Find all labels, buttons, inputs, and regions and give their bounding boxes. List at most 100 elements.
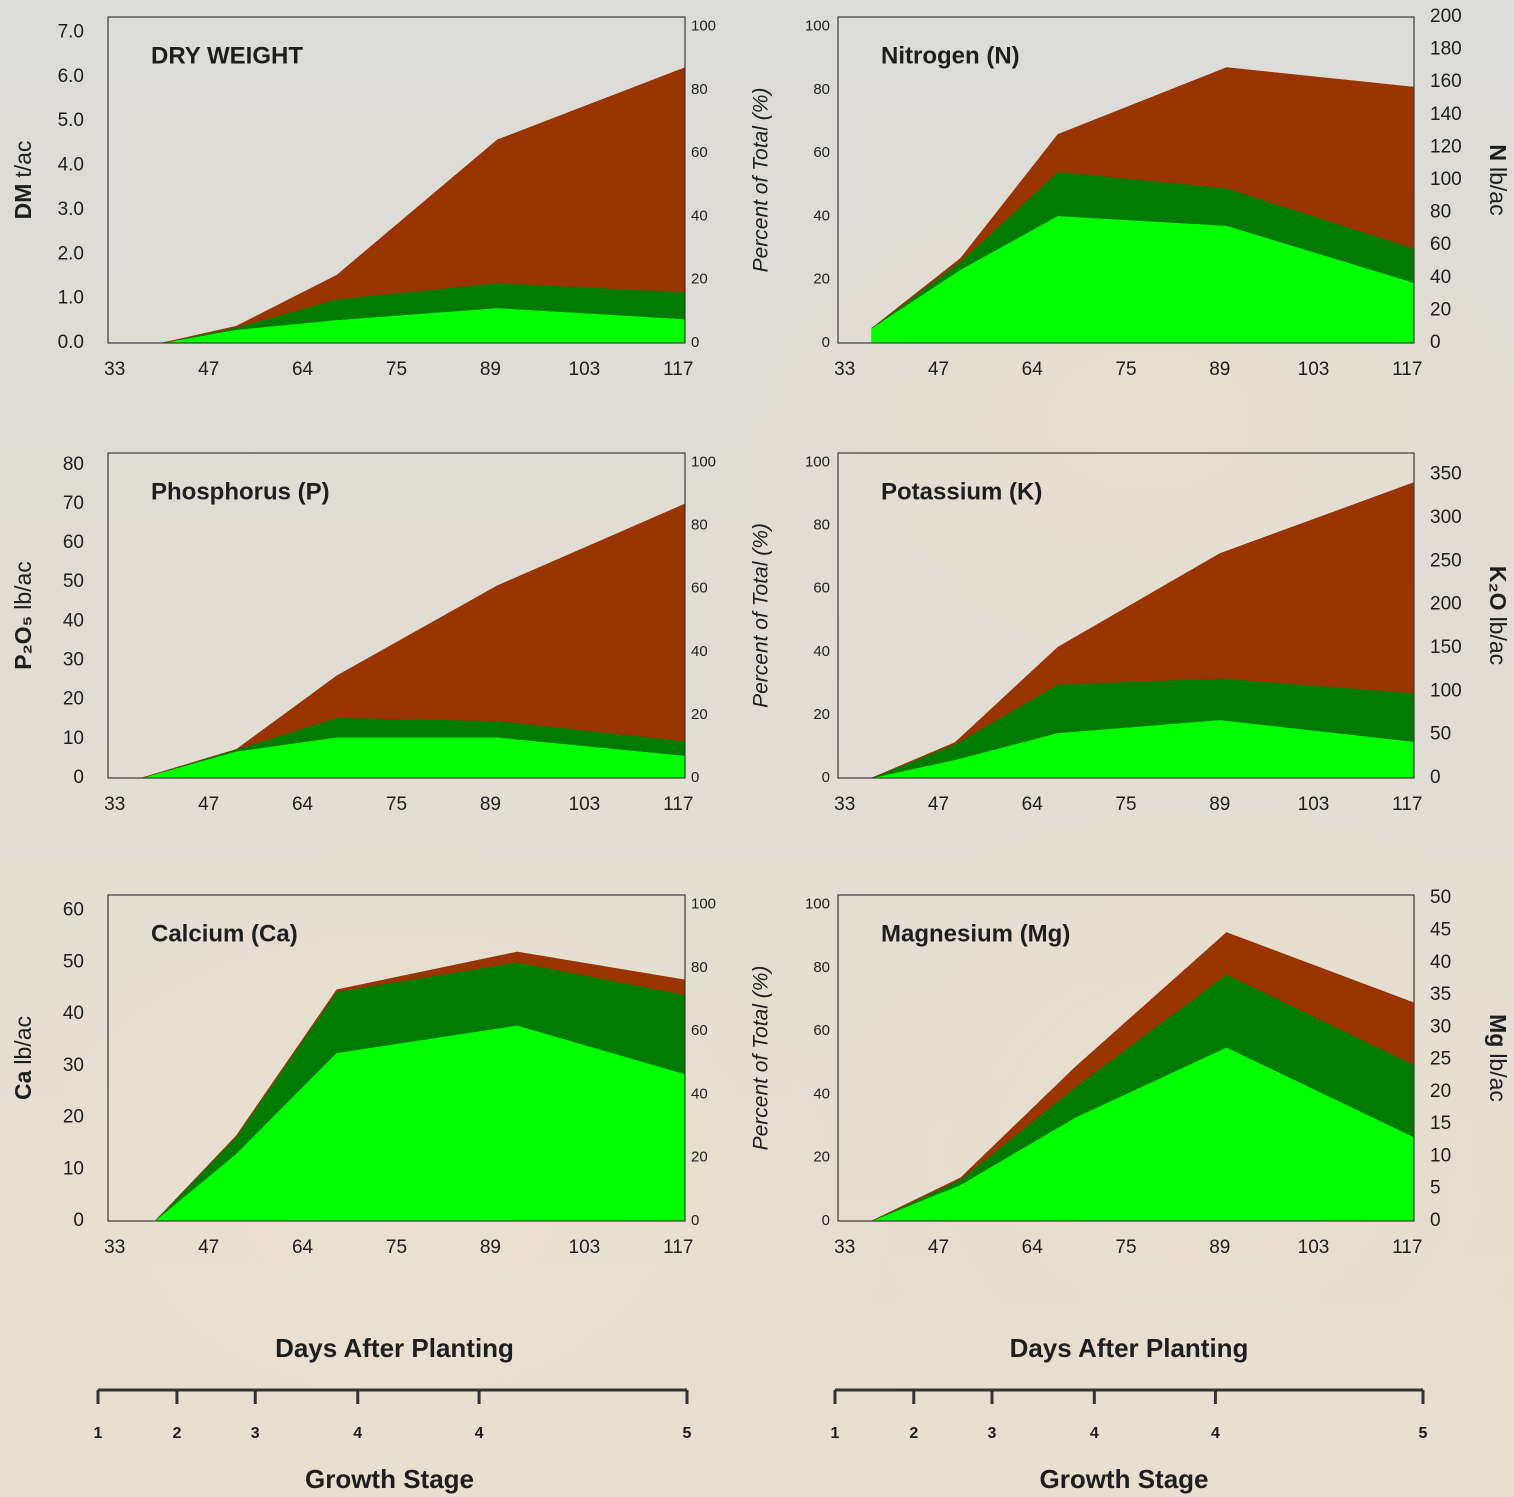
x-tick-label: 89 — [480, 1237, 501, 1258]
x-tick-label: 33 — [104, 794, 125, 815]
y2-tick-label: 0 — [691, 334, 699, 351]
plot-frame — [837, 16, 1415, 344]
y-tick-label: 2.0 — [58, 243, 84, 264]
y-tick-label: 50 — [63, 571, 84, 592]
y-tick-label: 20 — [63, 689, 84, 710]
y2-tick-label: 0 — [691, 769, 699, 786]
x-tick-label: 64 — [292, 359, 314, 380]
x-tick-label: 117 — [1392, 794, 1422, 815]
y2-tick-label: 80 — [691, 517, 708, 534]
y2-tick-label: 100 — [805, 453, 830, 470]
y-tick-label: 60 — [63, 532, 84, 553]
y2-tick-label: 80 — [813, 517, 830, 534]
x-tick-label: 33 — [834, 359, 855, 380]
x-tick-label: 89 — [1209, 1237, 1230, 1258]
y2-tick-label: 60 — [813, 580, 830, 597]
y2-tick-label: 60 — [691, 144, 708, 161]
y2-tick-label: 0 — [822, 769, 830, 786]
y-tick-label: 350 — [1430, 464, 1462, 485]
y2-tick-label: 100 — [691, 17, 716, 34]
y-tick-label: 1.0 — [58, 288, 84, 309]
x-tick-label: 64 — [292, 794, 314, 815]
y-tick-label: 200 — [1430, 6, 1462, 27]
y-axis-title: K₂O lb/ac — [1485, 566, 1511, 665]
chart-title: DRY WEIGHT — [151, 42, 303, 69]
y-tick-label: 80 — [1430, 202, 1451, 223]
x-tick-label: 103 — [569, 1237, 601, 1258]
x-tick-label: 89 — [1209, 794, 1230, 815]
y-axis-title-bold: P₂O₅ — [10, 616, 36, 670]
x-tick-label: 89 — [480, 794, 501, 815]
y-tick-label: 80 — [63, 454, 84, 475]
x-tick-label: 103 — [569, 794, 601, 815]
y2-tick-label: 20 — [691, 706, 708, 723]
plot-frame — [837, 894, 1415, 1222]
y-tick-label: 0 — [1430, 1210, 1441, 1231]
y-tick-label: 4.0 — [58, 155, 84, 176]
y-tick-label: 0 — [1430, 767, 1441, 788]
y2-tick-label: 80 — [813, 81, 830, 98]
x-tick-label: 33 — [834, 794, 855, 815]
stage-label: 4 — [353, 1425, 362, 1442]
y-tick-label: 60 — [1430, 234, 1451, 255]
x-tick-label: 47 — [198, 359, 219, 380]
chart-title: Phosphorus (P) — [151, 478, 330, 505]
x-tick-label: 117 — [1392, 1237, 1422, 1258]
plot-frame — [107, 894, 686, 1222]
y2-tick-label: 20 — [813, 1149, 830, 1166]
stage-label: 4 — [1211, 1425, 1220, 1442]
y-axis-title-unit: t/ac — [10, 141, 36, 178]
y-tick-label: 5.0 — [58, 110, 84, 131]
y-tick-label: 250 — [1430, 550, 1462, 571]
x-tick-label: 89 — [480, 359, 501, 380]
stage-axis-title: Growth Stage — [305, 1464, 474, 1494]
y-tick-label: 20 — [1430, 299, 1451, 320]
y2-tick-label: 20 — [813, 706, 830, 723]
y-tick-label: 35 — [1430, 984, 1451, 1005]
x-tick-label: 75 — [386, 359, 407, 380]
y2-tick-label: 80 — [691, 959, 708, 976]
y2-axis-title: Percent of Total (%) — [750, 523, 773, 708]
y-tick-label: 0.0 — [58, 332, 84, 353]
y2-tick-label: 20 — [813, 271, 830, 288]
y2-tick-label: 60 — [813, 1022, 830, 1039]
y2-tick-label: 40 — [691, 207, 708, 224]
y-tick-label: 20 — [1430, 1081, 1451, 1102]
x-tick-label: 75 — [1115, 794, 1136, 815]
y-tick-label: 5 — [1430, 1178, 1441, 1199]
y-tick-label: 0 — [1430, 332, 1441, 353]
y-axis-title: Nlb/ac — [1485, 144, 1511, 215]
y-tick-label: 100 — [1430, 680, 1462, 701]
y2-tick-label: 40 — [813, 643, 830, 660]
stage-label: 3 — [251, 1425, 260, 1442]
y-tick-label: 45 — [1430, 920, 1451, 941]
stage-label: 5 — [1419, 1425, 1428, 1442]
y-tick-label: 30 — [1430, 1016, 1451, 1037]
x-tick-label: 103 — [1298, 359, 1330, 380]
y-tick-label: 180 — [1430, 39, 1462, 60]
x-tick-label: 47 — [928, 1237, 949, 1258]
y-axis-title: P₂O₅ lb/ac — [10, 561, 36, 670]
x-tick-label: 47 — [928, 359, 949, 380]
y2-tick-label: 0 — [691, 1212, 699, 1229]
x-tick-label: 103 — [569, 359, 601, 380]
y2-tick-label: 80 — [813, 959, 830, 976]
y2-tick-label: 100 — [805, 895, 830, 912]
x-tick-label: 33 — [834, 1237, 855, 1258]
stage-label: 5 — [683, 1425, 692, 1442]
y-tick-label: 40 — [1430, 952, 1451, 973]
stage-label: 4 — [1090, 1425, 1099, 1442]
x-tick-label: 64 — [1022, 794, 1044, 815]
y-axis-title-unit: lb/ac — [1485, 617, 1511, 666]
y2-tick-label: 60 — [691, 580, 708, 597]
x-tick-label: 75 — [1115, 1237, 1136, 1258]
y-tick-label: 120 — [1430, 136, 1462, 157]
stage-label: 1 — [94, 1425, 103, 1442]
y-tick-label: 20 — [63, 1107, 84, 1128]
y-tick-label: 15 — [1430, 1113, 1451, 1134]
y-tick-label: 60 — [63, 900, 84, 921]
x-tick-label: 75 — [386, 1237, 407, 1258]
x-tick-label: 103 — [1298, 1237, 1330, 1258]
y2-tick-label: 20 — [691, 271, 708, 288]
